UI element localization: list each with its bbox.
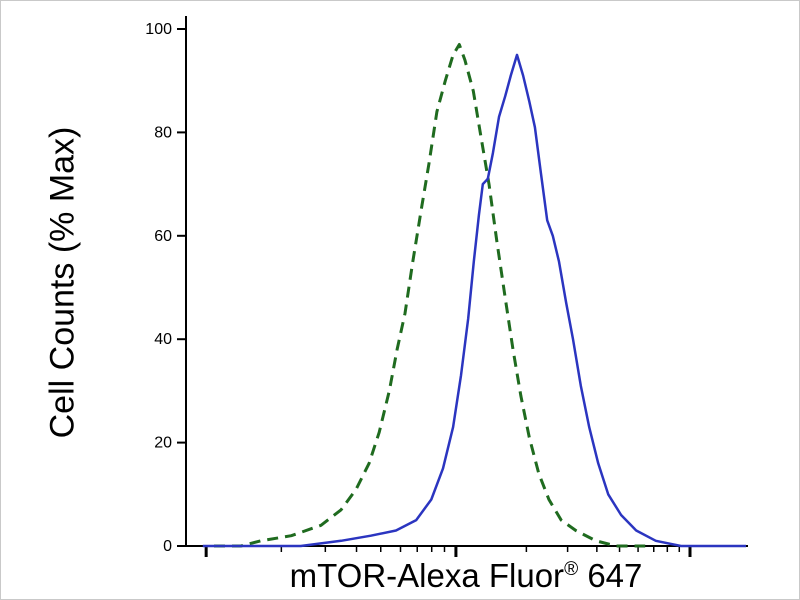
x-axis-title-suffix: 647 <box>578 557 643 594</box>
y-axis-tick-label: 80 <box>154 124 172 141</box>
y-axis-tick-label: 0 <box>163 538 172 555</box>
y-axis-tick-label: 40 <box>154 331 172 348</box>
curve-solid-blue <box>202 53 746 548</box>
y-axis-tick-label: 60 <box>154 228 172 245</box>
y-axis-tick-label: 20 <box>154 435 172 452</box>
x-axis-title-text: mTOR-Alexa Fluor <box>289 557 565 594</box>
registered-trademark-symbol: ® <box>564 559 579 580</box>
x-axis-title: mTOR-Alexa Fluor® 647 <box>186 557 746 595</box>
y-axis-tick-label: 100 <box>145 21 172 38</box>
curve-dashed-green <box>214 43 646 548</box>
